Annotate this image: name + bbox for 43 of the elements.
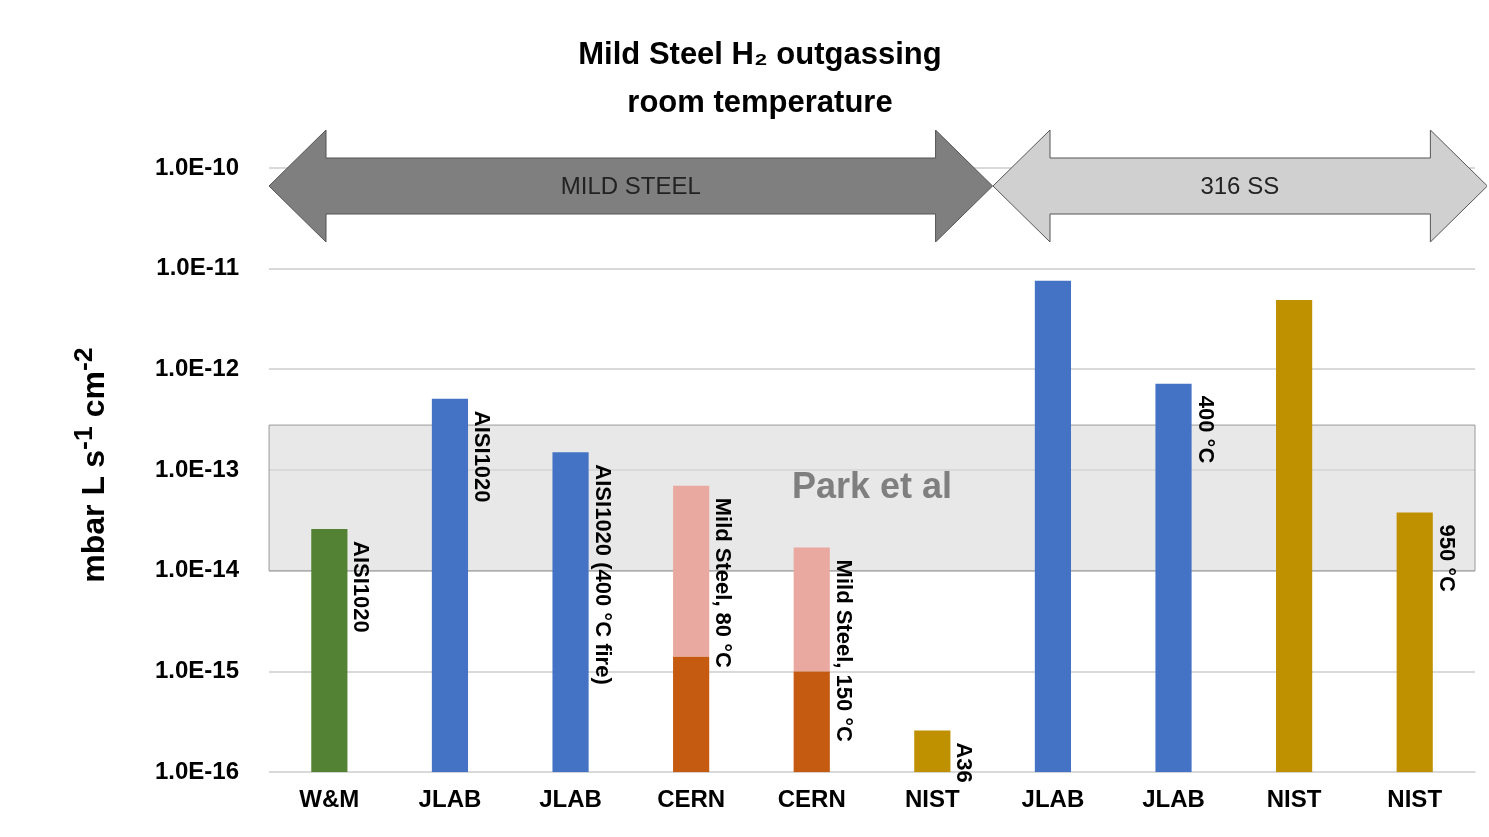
annotation: 316 SS — [1199, 172, 1281, 200]
x-tick-label: JLAB — [539, 785, 602, 813]
bar — [1396, 512, 1433, 773]
bar — [793, 547, 830, 672]
bar — [914, 730, 951, 773]
y-tick-label: 1.0E-15 — [155, 656, 240, 684]
bar — [552, 452, 589, 773]
band-label: Park et al — [791, 464, 953, 506]
bar — [1276, 299, 1313, 773]
y-tick-label: 1.0E-11 — [156, 253, 240, 281]
bar — [793, 671, 830, 773]
text: Mild Steel, 80 °C — [711, 497, 737, 668]
x-tick-label: NIST — [1266, 785, 1322, 813]
double-arrow: MILD STEEL — [269, 130, 993, 242]
x-tick-label: CERN — [657, 785, 726, 813]
bar — [431, 398, 469, 773]
text: AISI1020 (400 °C fire) — [590, 464, 616, 685]
bar — [673, 656, 710, 773]
double-arrow: 316 SS — [992, 130, 1487, 242]
text: 400 °C — [1193, 395, 1219, 464]
y-tick-label: 1.0E-10 — [155, 152, 240, 180]
annotation: MILD STEEL — [559, 172, 702, 200]
bar — [311, 529, 348, 773]
y-tick-label: 1.0E-12 — [155, 354, 240, 382]
y-tick-label: 1.0E-16 — [155, 756, 240, 784]
x-tick-label: JLAB — [1021, 785, 1085, 813]
x-tick-label: CERN — [777, 785, 846, 813]
text: AISI1020 — [469, 410, 495, 503]
y-tick-label: 1.0E-13 — [155, 454, 240, 482]
bar — [673, 485, 710, 657]
text: A36 — [952, 742, 978, 783]
text: AISI1020 — [349, 541, 375, 633]
x-tick-label: NIST — [904, 785, 960, 813]
y-tick-label: 1.0E-14 — [155, 555, 240, 583]
bar — [1155, 383, 1192, 773]
x-tick-label: JLAB — [1142, 785, 1205, 813]
chart-title: Mild Steel H₂ outgassing room temperature — [577, 35, 943, 121]
text: 950 °C — [1434, 524, 1460, 592]
text: Mild Steel, 150 °C — [831, 559, 857, 743]
x-tick-label: NIST — [1387, 785, 1443, 813]
x-tick-label: W&M — [299, 785, 360, 813]
bar — [1034, 280, 1072, 773]
x-tick-label: JLAB — [418, 785, 482, 813]
